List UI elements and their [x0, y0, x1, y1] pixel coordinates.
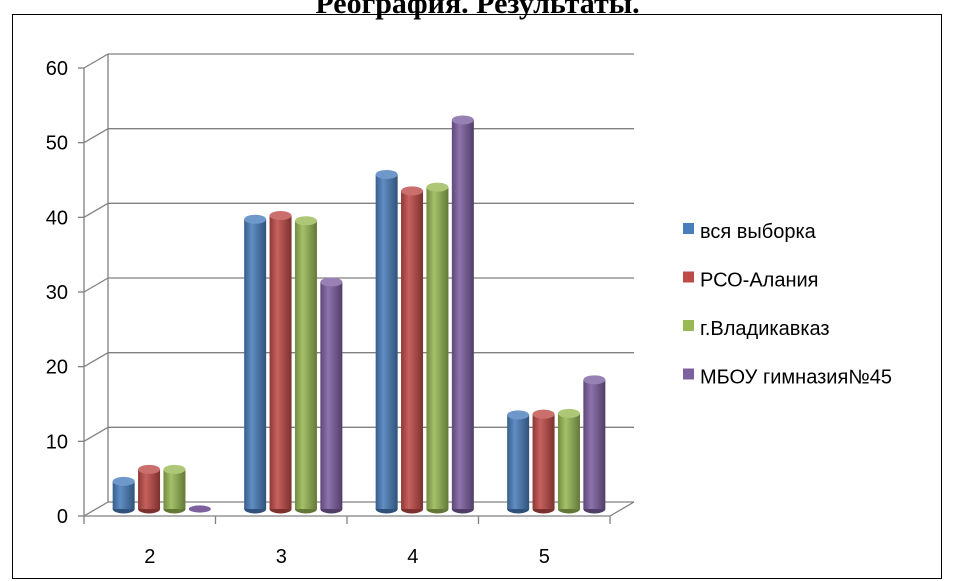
y-tick-label: 30: [46, 282, 68, 304]
gridline-side: [83, 53, 109, 69]
bar: [320, 277, 343, 514]
bar: [244, 214, 267, 514]
bar-top: [188, 505, 211, 513]
legend-label: вся выборка: [700, 221, 817, 243]
gridline-side: [83, 501, 109, 517]
bar-top: [138, 464, 161, 474]
gridline-side: [83, 426, 109, 442]
x-axis-right: [609, 501, 635, 517]
bar: [401, 186, 424, 514]
bar-top: [426, 182, 449, 192]
bar-body: [451, 119, 474, 509]
bar-body: [375, 174, 398, 509]
bar-body: [269, 215, 292, 509]
bar-top: [557, 408, 580, 418]
bar-body: [583, 379, 606, 509]
bar-top: [320, 277, 343, 287]
y-tick-label: 50: [46, 133, 68, 155]
bar-body: [112, 481, 135, 509]
legend-swatch: [683, 368, 694, 380]
bar: [269, 211, 292, 514]
bar: [451, 115, 474, 514]
x-tick-label: 3: [276, 546, 287, 568]
bar-body: [244, 219, 267, 509]
bar: [507, 410, 530, 514]
bar-body: [138, 469, 161, 509]
bar-top: [163, 464, 186, 474]
bar: [375, 169, 398, 514]
y-tick-label: 0: [57, 506, 68, 528]
chart-title: Реография. Результаты.: [315, 0, 640, 20]
y-tick-label: 40: [46, 207, 68, 229]
bar-body: [294, 220, 317, 509]
gridline-side: [83, 277, 109, 293]
bar-top: [269, 211, 292, 221]
bar-body: [557, 413, 580, 509]
gridline-side: [83, 202, 109, 218]
bar: [583, 375, 606, 514]
axis-layer: [78, 54, 635, 524]
bar: [294, 216, 317, 514]
legend-label: МБОУ гимназия№45: [700, 367, 892, 389]
bar-top: [294, 216, 317, 226]
bar-top: [112, 476, 135, 486]
bar-body: [426, 187, 449, 510]
legend-swatch: [683, 223, 694, 234]
bar: [532, 409, 555, 514]
legend-swatch: [683, 320, 694, 331]
bar-body: [320, 282, 343, 509]
bar-top: [401, 186, 424, 196]
x-tick-label: 5: [539, 546, 550, 568]
gridline-side: [83, 352, 109, 368]
bar: [188, 505, 211, 513]
bar-top: [532, 409, 555, 419]
bar-body: [401, 190, 424, 510]
bar: [426, 182, 449, 514]
bar-body: [507, 414, 530, 509]
x-tick-label: 4: [407, 546, 418, 568]
bar-top: [244, 214, 267, 224]
legend-swatch: [683, 271, 694, 283]
x-tick-label: 2: [144, 546, 155, 568]
bar-top: [375, 169, 398, 179]
bar: [112, 476, 135, 514]
legend-label: РСО-Алания: [700, 270, 819, 292]
y-tick-label: 20: [46, 357, 68, 379]
bar-top: [451, 115, 474, 125]
bar: [557, 408, 580, 514]
y-tick-label: 10: [46, 431, 68, 453]
y-tick-label: 60: [46, 58, 68, 80]
legend: вся выборка РСО-Алания г.Владикавказ МБОУ г…: [683, 221, 892, 389]
gridline-side: [83, 128, 109, 144]
legend-label: г.Владикавказ: [700, 318, 830, 340]
bar-body: [163, 469, 186, 509]
tick-labels: 0 10 20 30 40 50 60 2 3 4 5: [46, 58, 550, 568]
bar: [138, 464, 161, 514]
bar-body: [532, 414, 555, 509]
bars-layer: [112, 115, 606, 514]
bar: [163, 464, 186, 514]
bar-top: [583, 375, 606, 385]
bar-top: [507, 410, 530, 420]
